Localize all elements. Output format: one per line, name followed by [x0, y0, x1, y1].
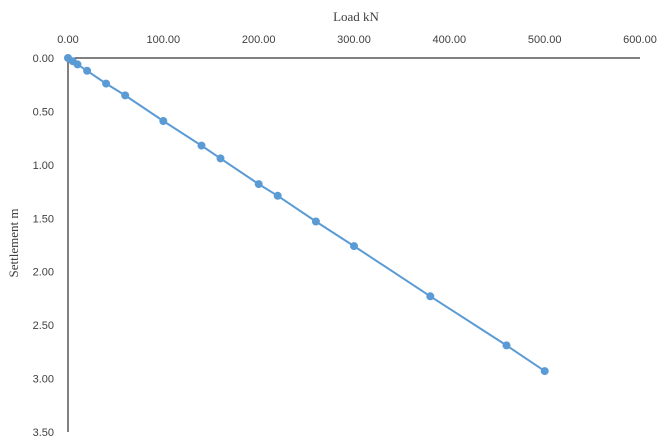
data-point [121, 91, 130, 100]
x-tick-label: 600.00 [623, 34, 657, 46]
settlement-series-line [67, 57, 546, 372]
data-point [102, 79, 111, 88]
data-point [350, 242, 358, 251]
data-point [502, 341, 511, 350]
data-point [216, 154, 225, 163]
y-tick-label: 1.50 [33, 213, 54, 225]
x-tick-label: 400.00 [433, 34, 467, 46]
x-tick-labels: 0.00 100.00 200.00 300.00 400.00 500.00 600.00 [57, 34, 657, 46]
x-tick-label: 300.00 [337, 34, 371, 46]
data-point [83, 66, 92, 75]
data-point [273, 191, 282, 200]
data-point [540, 367, 549, 376]
y-tick-label: 3.50 [33, 427, 54, 439]
x-tick-label: 500.00 [528, 34, 562, 46]
data-point [197, 141, 206, 150]
y-tick-label: 0.50 [33, 106, 54, 118]
data-point [254, 180, 263, 189]
x-tick-label: 200.00 [242, 34, 276, 46]
settlement-series-points [64, 54, 549, 376]
y-tick-labels: 0.00 0.50 1.00 1.50 2.00 2.50 3.00 3.50 [33, 53, 54, 439]
x-tick-label: 100.00 [147, 34, 181, 46]
y-tick-label: 2.50 [33, 320, 54, 332]
x-tick-label: 0.00 [57, 34, 78, 46]
data-point [426, 292, 435, 301]
data-point [73, 60, 82, 69]
data-point [159, 117, 168, 125]
y-tick-label: 3.00 [33, 374, 54, 386]
x-axis-title: Load kN [333, 9, 379, 24]
data-point [311, 217, 320, 226]
y-tick-label: 0.00 [33, 53, 54, 65]
y-axis-title: Settlement m [6, 209, 21, 278]
y-tick-label: 1.00 [33, 160, 54, 172]
y-tick-label: 2.00 [33, 267, 54, 279]
